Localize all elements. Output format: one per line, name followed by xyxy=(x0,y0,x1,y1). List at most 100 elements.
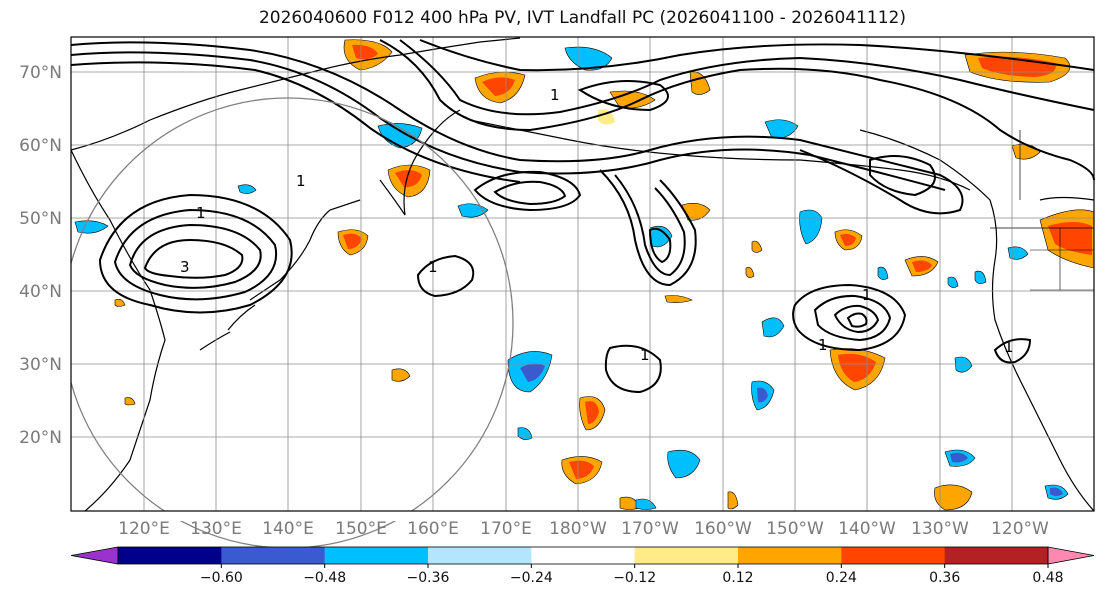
pv-negative-blob xyxy=(799,209,823,245)
pv-positive-blob xyxy=(934,484,973,511)
colorbar-segment xyxy=(841,547,946,564)
pv-positive-core xyxy=(395,169,422,188)
pv-negative-core xyxy=(520,363,545,382)
graticule xyxy=(71,37,1094,511)
east-low-ring xyxy=(813,294,892,342)
lon-label: 170°E xyxy=(480,519,532,539)
colorbar-segment xyxy=(944,547,1049,564)
one-contour xyxy=(416,254,475,298)
lat-label: 20°N xyxy=(19,428,62,448)
pv-positive-blob xyxy=(727,491,739,510)
pv-negative-blob xyxy=(877,266,889,280)
aleutian-coast xyxy=(469,119,971,191)
lon-label: 160°W xyxy=(694,519,752,539)
pv-negative-blob xyxy=(377,123,423,149)
pv-positive-core xyxy=(343,233,362,249)
contour-label: 3 xyxy=(180,258,190,276)
east-low-ring xyxy=(792,283,907,352)
one-contour xyxy=(604,344,662,394)
lat-label: 60°N xyxy=(19,136,62,156)
low-ring xyxy=(143,238,244,279)
pv-negative-blob xyxy=(237,184,257,194)
contour-label: 1 xyxy=(296,172,306,190)
map-background xyxy=(71,37,1094,511)
chart-title: 2026040600 F012 400 hPa PV, IVT Landfall… xyxy=(258,8,906,28)
colorbar-tick-label: −0.48 xyxy=(303,570,346,586)
lat-label: 50°N xyxy=(19,209,62,229)
colorbar-segment xyxy=(738,547,842,564)
pv-positive-blob xyxy=(745,267,755,278)
pv-positive-blob xyxy=(689,71,711,95)
trough-contour xyxy=(614,174,686,277)
lon-label: 130°W xyxy=(911,519,969,539)
contour-label: 1 xyxy=(862,286,872,304)
lon-label: 140°E xyxy=(262,519,314,539)
pv-positive-core xyxy=(569,460,594,479)
pv-negative-blob xyxy=(954,356,973,373)
pv-positive-core xyxy=(840,234,856,246)
lon-label: 160°E xyxy=(407,519,459,539)
pv-positive-blob xyxy=(598,109,615,125)
colorbar-extend-min xyxy=(70,546,119,565)
low-ring xyxy=(113,208,278,301)
pv-positive-core xyxy=(912,260,932,272)
east-low-ring xyxy=(846,312,868,328)
pv-anomaly-fills xyxy=(74,39,1095,511)
mid-ring xyxy=(473,170,582,212)
contour-labels: 1 1 3 1 1 1 1 1 1 xyxy=(180,86,1014,364)
contour-label: 1 xyxy=(818,336,828,354)
pv-positive-blob xyxy=(751,240,763,253)
lon-label: 150°W xyxy=(766,519,824,539)
map-frame xyxy=(70,36,1095,512)
pv-negative-core xyxy=(950,452,968,463)
lon-label: 150°E xyxy=(335,519,387,539)
colorbar-segment xyxy=(531,547,636,564)
colorbar: −0.60 −0.48 −0.36 −0.24 −0.12 0.12 0.24 0.36 0.4… xyxy=(70,546,1095,586)
latitude-labels: 70°N 60°N 50°N 40°N 30°N 20°N xyxy=(19,63,62,448)
contour-label: 1 xyxy=(640,346,650,364)
pv-negative-core xyxy=(757,387,768,403)
contour-label: 1 xyxy=(1004,338,1014,356)
trough-contour xyxy=(648,227,672,264)
contour-label: 1 xyxy=(550,86,560,104)
colorbar-tick-label: −0.36 xyxy=(407,570,450,586)
pv-negative-blob xyxy=(947,276,959,288)
colorbar-tick-label: 0.24 xyxy=(826,570,857,586)
colorbar-segment xyxy=(324,547,429,564)
lon-label: 180°W xyxy=(549,519,607,539)
jet-contour xyxy=(379,39,1095,181)
pv-positive-core xyxy=(585,401,599,424)
jet-contour xyxy=(70,51,946,191)
lon-label: 120°E xyxy=(118,519,170,539)
low-ring xyxy=(98,193,293,314)
colorbar-tick-label: 0.36 xyxy=(929,570,960,586)
pv-negative-blob xyxy=(649,225,673,248)
pv-positive-core xyxy=(352,44,378,60)
lat-label: 70°N xyxy=(19,63,62,83)
lon-label: 130°E xyxy=(190,519,242,539)
jet-contour xyxy=(70,41,964,215)
pv-positive-blob xyxy=(114,298,126,307)
jet-contour xyxy=(399,39,1095,116)
pv-negative-core xyxy=(1050,487,1063,496)
lon-label: 170°W xyxy=(621,519,679,539)
lon-label: 120°W xyxy=(991,519,1049,539)
lon-label: 140°W xyxy=(838,519,896,539)
pv-negative-blob xyxy=(974,270,987,284)
colorbar-extend-max xyxy=(1047,546,1095,565)
frame-mask-bottom xyxy=(60,511,1105,521)
colorbar-tick-label: −0.12 xyxy=(613,570,656,586)
pv-positive-core xyxy=(1048,222,1092,255)
east-low-ring xyxy=(833,304,880,334)
one-contour xyxy=(993,338,1032,364)
kamchatka-coast xyxy=(379,109,461,216)
alaska-ring xyxy=(869,155,936,197)
pv-positive-blob xyxy=(391,368,411,382)
colorbar-segment xyxy=(118,547,222,564)
colorbar-tick-label: 0.12 xyxy=(722,570,753,586)
frame-mask-left xyxy=(0,30,71,520)
ivt-contours xyxy=(70,39,1095,394)
colorbar-tick-label: −0.60 xyxy=(200,570,243,586)
north-ring xyxy=(577,80,669,112)
